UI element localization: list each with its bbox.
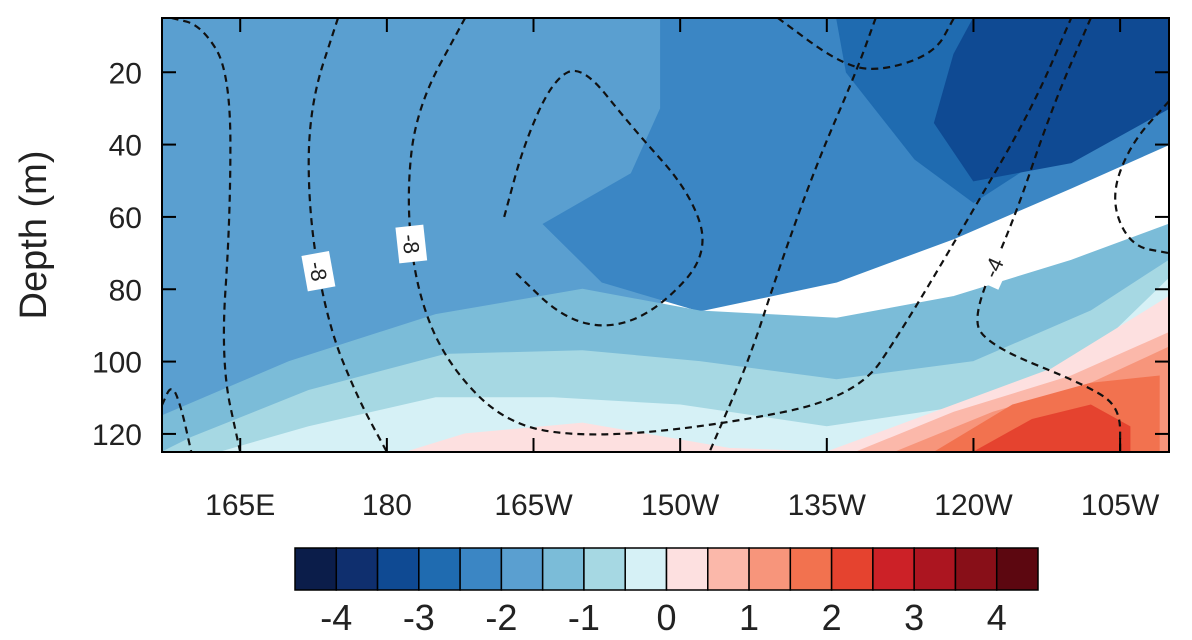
y-axis-tick-labels: 20 40 60 80 100 120 bbox=[92, 57, 142, 452]
colorbar-swatch-11 bbox=[748, 547, 792, 591]
y-tick-label-2: 60 bbox=[109, 202, 142, 235]
filled-region-3 bbox=[933, 18, 1169, 182]
colorbar-label-3: -1 bbox=[568, 597, 600, 638]
contour-label-0: -8 bbox=[301, 251, 336, 292]
contour-line-7 bbox=[171, 18, 242, 452]
y-tick-label-5: 120 bbox=[92, 419, 142, 452]
x-tick-label-3: 150W bbox=[641, 489, 720, 522]
colorbar-label-0: -4 bbox=[320, 597, 352, 638]
x-tick-label-5: 120W bbox=[934, 489, 1013, 522]
contour-line-6 bbox=[1114, 100, 1169, 255]
filled-region-6 bbox=[220, 277, 1169, 452]
colorbar-swatch-8 bbox=[624, 547, 668, 591]
colorbar-swatch-9 bbox=[665, 547, 709, 591]
colorbar-swatch-16 bbox=[954, 547, 998, 591]
contour-label-text: -8 bbox=[304, 259, 332, 283]
colorbar-label-8: 4 bbox=[987, 597, 1007, 638]
contour-label-3: -4 bbox=[972, 245, 1014, 290]
colorbar-swatch-14 bbox=[872, 547, 915, 591]
contour-line-4 bbox=[708, 18, 877, 452]
y-tick-label-1: 40 bbox=[109, 130, 142, 163]
axis-ticks bbox=[162, 18, 1169, 452]
y-tick-label-4: 100 bbox=[92, 347, 142, 380]
plot-frame bbox=[161, 17, 1170, 453]
colorbar-tick-labels: -4 -3 -2 -1 0 1 2 3 4 bbox=[320, 597, 1006, 638]
contour-label-text: -8 bbox=[397, 233, 424, 255]
colorbar-swatch-4 bbox=[459, 547, 503, 591]
x-tick-label-4: 135W bbox=[788, 489, 867, 522]
colorbar-swatch-6 bbox=[541, 547, 585, 591]
x-axis-tick-labels: 165E 180 165W 150W 135W 120W 105W bbox=[205, 489, 1160, 522]
colorbar-swatch-13 bbox=[830, 547, 874, 591]
colorbar-swatch-10 bbox=[707, 547, 750, 591]
contour-line-0 bbox=[307, 18, 388, 452]
colorbar-label-2: -2 bbox=[485, 597, 517, 638]
y-tick-label-3: 80 bbox=[109, 274, 142, 307]
x-tick-label-0: 165E bbox=[205, 489, 275, 522]
colorbar-swatch-0 bbox=[294, 547, 338, 591]
colorbar-swatch-3 bbox=[418, 547, 461, 591]
contour-lines bbox=[162, 18, 1169, 452]
colorbar bbox=[294, 547, 1039, 591]
colorbar-label-7: 3 bbox=[904, 597, 924, 638]
contour-line-8 bbox=[162, 388, 193, 452]
colorbar-swatch-1 bbox=[335, 547, 379, 591]
colorbar-swatch-17 bbox=[995, 547, 1039, 591]
colorbar-label-4: 0 bbox=[656, 597, 676, 638]
colorbar-swatch-2 bbox=[376, 547, 420, 591]
colorbar-swatch-7 bbox=[583, 547, 626, 591]
filled-region-7 bbox=[406, 422, 827, 452]
colorbar-label-1: -3 bbox=[403, 597, 435, 638]
filled-contours bbox=[162, 18, 1169, 452]
contour-labels: -8 -8 -4 bbox=[301, 224, 1014, 292]
contour-line-3 bbox=[976, 18, 1122, 452]
colorbar-label-5: 1 bbox=[739, 597, 759, 638]
x-tick-label-1: 180 bbox=[362, 489, 412, 522]
colorbar-swatch-12 bbox=[789, 547, 833, 591]
colorbar-swatch-5 bbox=[500, 547, 544, 591]
colorbar-label-6: 2 bbox=[822, 597, 842, 638]
contour-line-2 bbox=[503, 69, 704, 327]
y-axis-label: Depth (m) bbox=[13, 151, 55, 320]
contour-label-1: -8 bbox=[395, 224, 428, 264]
x-tick-label-2: 165W bbox=[494, 489, 573, 522]
y-tick-label-0: 20 bbox=[109, 57, 142, 90]
filled-region-12 bbox=[972, 404, 1131, 452]
x-tick-label-6: 105W bbox=[1081, 489, 1160, 522]
colorbar-swatch-15 bbox=[913, 547, 957, 591]
contour-line-1 bbox=[407, 18, 1073, 436]
